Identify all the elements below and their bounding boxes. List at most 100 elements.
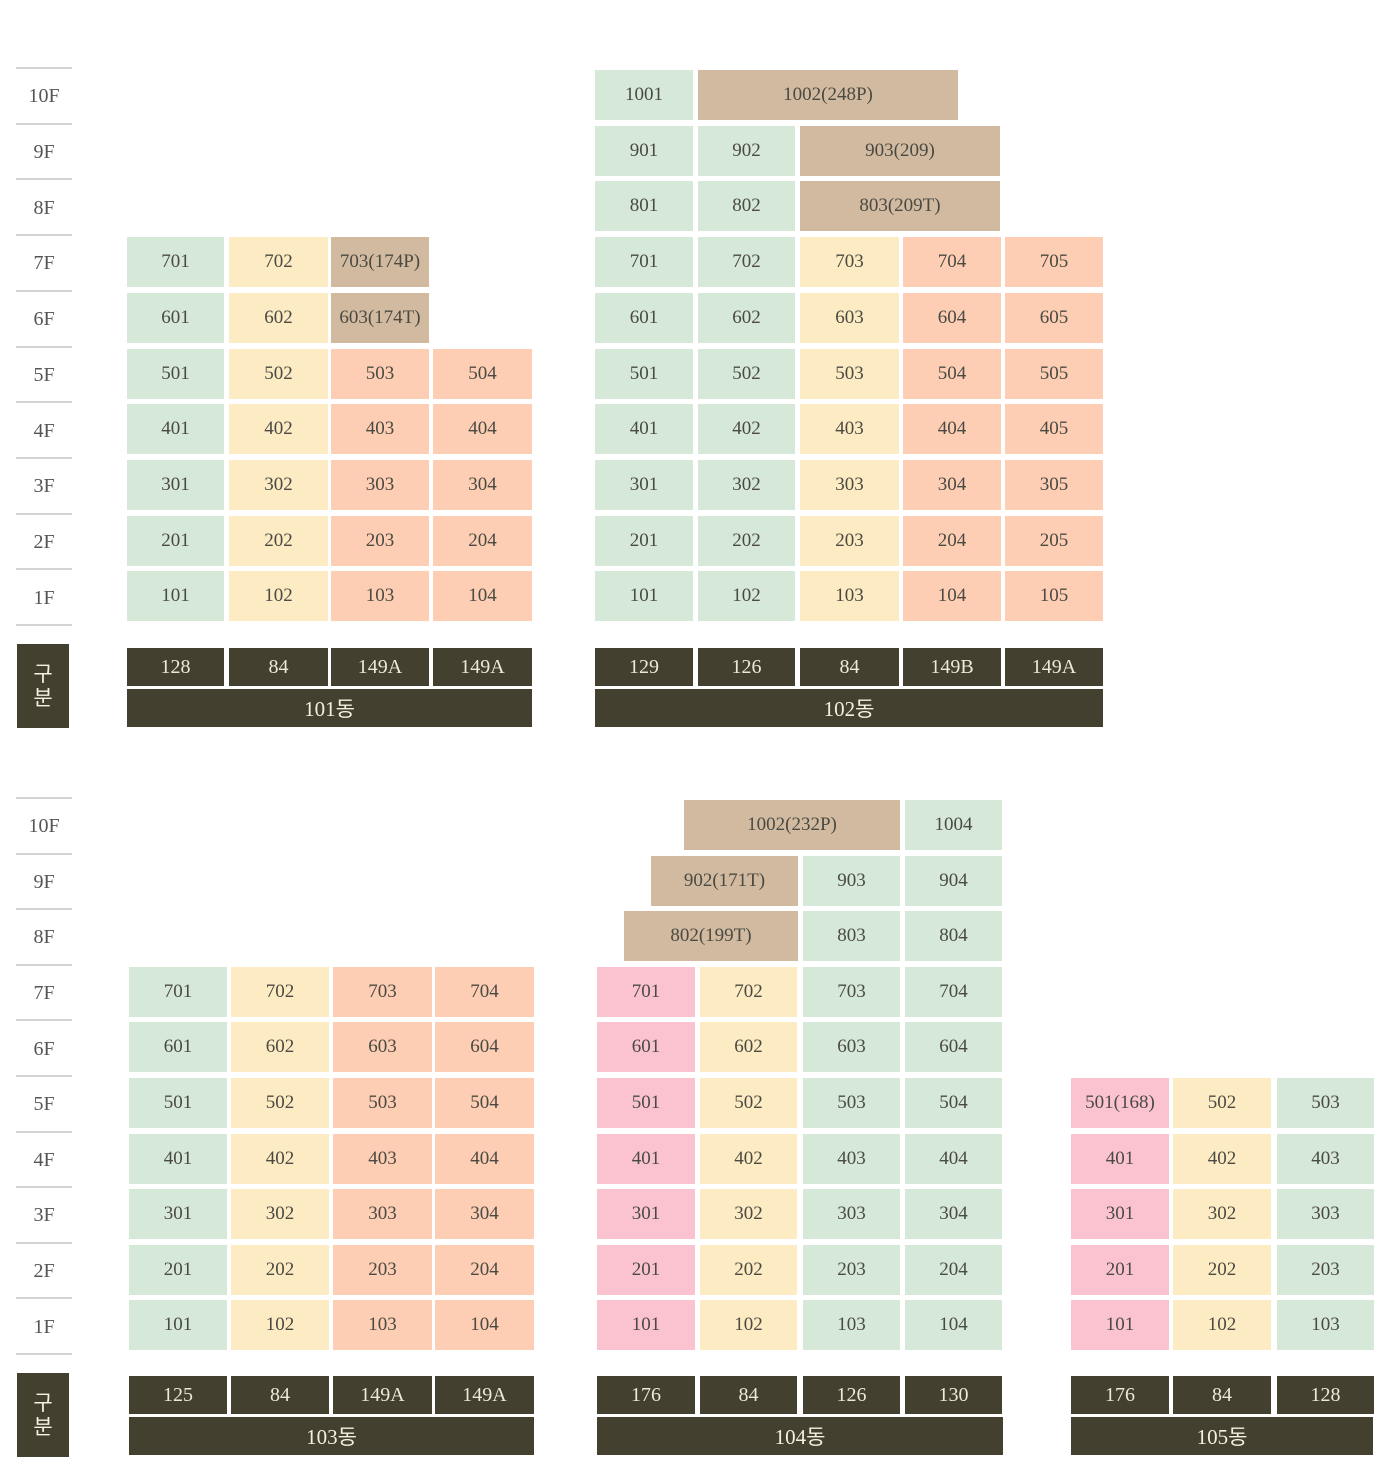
unit-cell: 203 — [331, 515, 429, 566]
unit-cell: 601 — [129, 1022, 227, 1073]
unit-cell: 604 — [903, 292, 1001, 343]
floor-axis: 10F 9F 8F 7F 6F 5F 4F 3F 2F 1F — [16, 797, 72, 1355]
unit-cell: 602 — [229, 292, 328, 343]
unit-cell: 204 — [435, 1244, 534, 1295]
unit-cell: 504 — [903, 348, 1001, 399]
unit-cell: 603(174T) — [331, 292, 429, 343]
unit-cell: 501 — [129, 1078, 227, 1128]
unit-cell: 104 — [905, 1300, 1002, 1351]
unit-type-cell: 129 — [595, 648, 693, 686]
unit-cell: 502 — [231, 1078, 329, 1128]
unit-cell: 701 — [127, 237, 224, 288]
unit-cell: 902 — [698, 125, 795, 176]
unit-cell: 301 — [129, 1189, 227, 1240]
unit-cell: 303 — [331, 459, 429, 510]
unit-cell: 103 — [803, 1300, 900, 1351]
floor-label: 7F — [16, 234, 72, 292]
unit-cell: 602 — [231, 1022, 329, 1073]
unit-cell: 104 — [433, 571, 532, 622]
unit-cell: 304 — [903, 459, 1001, 510]
unit-cell: 302 — [229, 459, 328, 510]
unit-cell: 201 — [1071, 1244, 1169, 1295]
unit-cell: 501(168) — [1071, 1078, 1169, 1128]
unit-cell: 101 — [595, 571, 693, 622]
floor-label: 8F — [16, 178, 72, 236]
unit-type-cell: 149A — [435, 1376, 534, 1414]
unit-cell: 601 — [597, 1022, 695, 1073]
unit-cell: 404 — [903, 404, 1001, 455]
floor-label: 5F — [16, 1075, 72, 1133]
unit-cell: 402 — [231, 1133, 329, 1184]
unit-cell: 303 — [1277, 1189, 1374, 1240]
unit-cell: 401 — [595, 404, 693, 455]
unit-cell: 701 — [595, 237, 693, 288]
unit-cell: 403 — [803, 1133, 900, 1184]
unit-cell: 903(209) — [800, 125, 1000, 176]
unit-type-cell: 126 — [698, 648, 795, 686]
floor-label: 1F — [16, 568, 72, 626]
unit-cell: 402 — [698, 404, 795, 455]
unit-cell: 304 — [433, 459, 532, 510]
unit-cell: 104 — [435, 1300, 534, 1351]
unit-cell: 202 — [698, 515, 795, 566]
unit-cell: 103 — [1277, 1300, 1374, 1351]
unit-cell: 702 — [698, 237, 795, 288]
unit-cell: 605 — [1005, 292, 1103, 343]
floor-label: 10F — [16, 797, 72, 855]
unit-cell: 404 — [433, 404, 532, 455]
unit-cell: 103 — [331, 571, 429, 622]
floor-label: 1F — [16, 1297, 72, 1355]
unit-cell: 701 — [597, 966, 695, 1017]
unit-type-cell: 126 — [803, 1376, 900, 1414]
floor-label: 10F — [16, 67, 72, 125]
unit-type-cell: 176 — [1071, 1376, 1169, 1414]
unit-cell: 102 — [231, 1300, 329, 1351]
unit-cell: 904 — [905, 855, 1002, 906]
unit-cell: 602 — [698, 292, 795, 343]
unit-cell: 405 — [1005, 404, 1103, 455]
unit-cell: 803(209T) — [800, 181, 1000, 232]
unit-type-cell: 84 — [700, 1376, 797, 1414]
unit-cell: 902(171T) — [651, 855, 798, 906]
unit-cell: 102 — [1173, 1300, 1271, 1351]
unit-cell: 404 — [905, 1133, 1002, 1184]
unit-type-cell: 84 — [800, 648, 899, 686]
unit-cell: 703 — [800, 237, 899, 288]
unit-cell: 202 — [229, 515, 328, 566]
unit-cell: 402 — [700, 1133, 797, 1184]
floor-label: 2F — [16, 1241, 72, 1300]
unit-cell: 702 — [700, 966, 797, 1017]
floor-label: 9F — [16, 852, 72, 911]
unit-cell: 202 — [1173, 1244, 1271, 1295]
unit-cell: 402 — [229, 404, 328, 455]
unit-cell: 504 — [905, 1078, 1002, 1128]
floor-label: 3F — [16, 1186, 72, 1244]
gubun-char: 분 — [33, 1415, 53, 1439]
unit-type-cell: 84 — [229, 648, 328, 686]
unit-cell: 101 — [597, 1300, 695, 1351]
unit-cell: 102 — [698, 571, 795, 622]
unit-cell: 603 — [803, 1022, 900, 1073]
unit-cell: 702 — [229, 237, 328, 288]
unit-type-cell: 176 — [597, 1376, 695, 1414]
unit-cell: 802 — [698, 181, 795, 232]
unit-cell: 101 — [127, 571, 224, 622]
unit-cell: 203 — [1277, 1244, 1374, 1295]
unit-cell: 901 — [595, 125, 693, 176]
unit-cell: 604 — [905, 1022, 1002, 1073]
unit-type-cell: 130 — [905, 1376, 1002, 1414]
building-label: 103동 — [129, 1417, 534, 1455]
unit-cell: 403 — [333, 1133, 432, 1184]
unit-cell: 201 — [127, 515, 224, 566]
unit-cell: 504 — [435, 1078, 534, 1128]
unit-cell: 502 — [1173, 1078, 1271, 1128]
unit-cell: 802(199T) — [624, 911, 798, 962]
unit-cell: 903 — [803, 855, 900, 906]
unit-cell: 102 — [700, 1300, 797, 1351]
unit-cell: 502 — [698, 348, 795, 399]
unit-cell: 702 — [231, 966, 329, 1017]
gubun-char: 분 — [33, 686, 53, 710]
unit-cell: 302 — [700, 1189, 797, 1240]
